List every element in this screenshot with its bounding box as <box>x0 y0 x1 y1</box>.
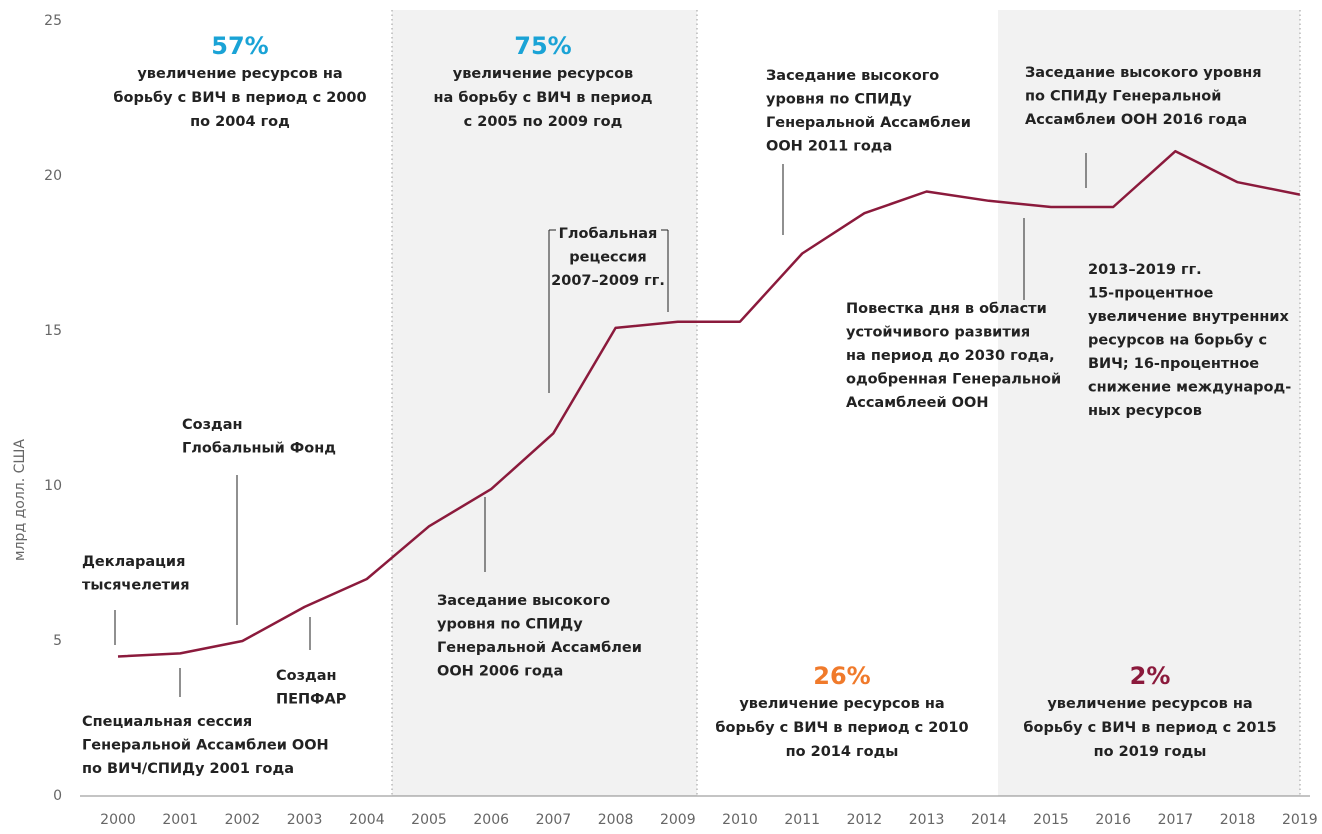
event-label: Заседание высокого <box>766 68 939 84</box>
x-tick-label: 2015 <box>1033 812 1069 828</box>
event-label: снижение международ- <box>1088 380 1291 396</box>
x-tick-label: 2007 <box>536 812 572 828</box>
x-tick-label: 2001 <box>162 812 198 828</box>
y-tick-label: 5 <box>53 633 62 649</box>
x-tick-label: 2004 <box>349 812 385 828</box>
highlight-text: борьбу с ВИЧ в период с 2015 <box>1023 720 1276 736</box>
event-label: Ассамблеи ООН 2016 года <box>1025 112 1247 128</box>
event-label: ПЕПФАР <box>276 692 347 708</box>
highlight-text: по 2014 годы <box>786 744 899 760</box>
event-label: уровня по СПИДу <box>437 617 583 633</box>
event-label: ных ресурсов <box>1088 403 1202 419</box>
highlight-value: 2% <box>1130 662 1171 690</box>
event-label: увеличение внутренних <box>1088 309 1290 325</box>
highlight-text: по 2019 годы <box>1094 744 1207 760</box>
event-label: одобренная Генеральной <box>846 372 1061 388</box>
y-tick-label: 20 <box>44 168 62 184</box>
event-label: Генеральной Ассамблеи <box>437 640 642 656</box>
event-label: 15-процентное <box>1088 286 1214 302</box>
event-label: на период до 2030 года, <box>846 348 1055 364</box>
event-label: Ассамблеей ООН <box>846 395 988 411</box>
x-tick-label: 2019 <box>1282 812 1318 828</box>
highlight-text: по 2004 год <box>190 114 290 130</box>
x-tick-label: 2010 <box>722 812 758 828</box>
event-label: Повестка дня в области <box>846 301 1047 317</box>
event-label: тысячелетия <box>82 578 190 594</box>
x-tick-label: 2008 <box>598 812 634 828</box>
x-tick-label: 2002 <box>225 812 261 828</box>
event-label: по ВИЧ/СПИДу 2001 года <box>82 761 294 777</box>
event-label: устойчивого развития <box>846 325 1030 341</box>
event-label: Генеральной Ассамблеи <box>766 115 971 131</box>
event-label: Глобальный Фонд <box>182 441 336 457</box>
event-label: ООН 2011 года <box>766 139 892 155</box>
highlight-text: увеличение ресурсов на <box>1047 696 1252 712</box>
x-tick-label: 2009 <box>660 812 696 828</box>
y-tick-label: 25 <box>44 13 62 29</box>
x-tick-label: 2014 <box>971 812 1007 828</box>
event-label: ресурсов на борьбу с <box>1088 333 1267 349</box>
event-label: 2007–2009 гг. <box>551 273 665 289</box>
event-label: Заседание высокого уровня <box>1025 65 1262 81</box>
highlight-value: 57% <box>211 32 268 60</box>
highlight-value: 26% <box>813 662 870 690</box>
highlight-text: увеличение ресурсов <box>453 66 633 82</box>
highlight-value: 75% <box>514 32 571 60</box>
x-tick-label: 2017 <box>1158 812 1194 828</box>
event-label: Декларация <box>82 554 185 570</box>
highlight-text: борьбу с ВИЧ в период с 2000 <box>113 90 366 106</box>
y-axis-label: млрд долл. США <box>12 439 28 561</box>
highlight-text: увеличение ресурсов на <box>739 696 944 712</box>
x-tick-label: 2012 <box>847 812 883 828</box>
event-label: 2013–2019 гг. <box>1088 262 1202 278</box>
highlight-text: на борьбу с ВИЧ в период <box>434 90 653 106</box>
x-tick-label: 2000 <box>100 812 136 828</box>
event-label: ООН 2006 года <box>437 664 563 680</box>
event-label: Создан <box>182 417 243 433</box>
highlight-text: борьбу с ВИЧ в период с 2010 <box>715 720 968 736</box>
y-tick-label: 10 <box>44 478 62 494</box>
event-label: Глобальная <box>559 226 658 242</box>
shaded-period <box>998 10 1300 796</box>
event-label: рецессия <box>569 250 646 266</box>
highlight-text: с 2005 по 2009 год <box>464 114 623 130</box>
event-label: ВИЧ; 16-процентное <box>1088 356 1259 372</box>
event-label: по СПИДу Генеральной <box>1025 89 1221 105</box>
event-label: уровня по СПИДу <box>766 92 912 108</box>
event-label: Специальная сессия <box>82 714 252 730</box>
x-tick-label: 2005 <box>411 812 447 828</box>
x-tick-label: 2013 <box>909 812 945 828</box>
shaded-period <box>392 10 697 796</box>
y-tick-label: 15 <box>44 323 62 339</box>
x-tick-label: 2016 <box>1095 812 1131 828</box>
y-tick-label: 0 <box>53 788 62 804</box>
event-label: Создан <box>276 668 337 684</box>
x-tick-label: 2018 <box>1220 812 1256 828</box>
data-line <box>117 149 1301 658</box>
event-label: Заседание высокого <box>437 593 610 609</box>
event-label: Генеральной Ассамблеи ООН <box>82 738 329 754</box>
x-tick-label: 2011 <box>784 812 820 828</box>
x-tick-label: 2006 <box>473 812 509 828</box>
highlight-text: увеличение ресурсов на <box>137 66 342 82</box>
x-tick-label: 2003 <box>287 812 323 828</box>
